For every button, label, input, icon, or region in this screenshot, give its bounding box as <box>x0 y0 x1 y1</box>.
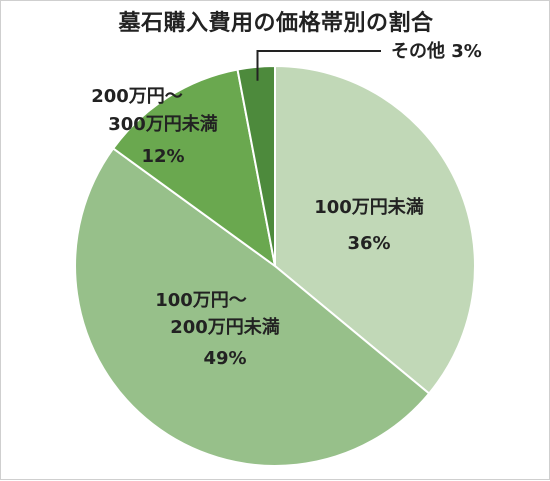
pie-label-2-line-1: 300万円未満 <box>108 113 218 135</box>
pie-label-1-line-0: 100万円～ <box>155 290 247 311</box>
pie-slice-2 <box>111 68 277 269</box>
pie-label-2-line-0: 200万円～ <box>91 86 183 107</box>
pie-slices <box>74 64 476 467</box>
pie-value-label-1: 49% <box>203 348 246 369</box>
pie-label-0-line-0: 100万円未満 <box>314 196 424 218</box>
pie-slice-3 <box>236 64 276 267</box>
pie-slice-0 <box>274 64 476 395</box>
pie-value-label-2: 12% <box>141 146 184 167</box>
pie-label-3: その他 3% <box>391 40 482 62</box>
chart-title: 墓石購入費用の価格帯別の割合 <box>118 11 434 36</box>
pie-label-1-line-1: 200万円未満 <box>170 316 280 338</box>
pie-slice-1 <box>74 147 431 467</box>
pie-labels: 100万円未満 36% 100万円～ 200万円未満 49% 200万円～ 300万円未満 1… <box>91 40 482 369</box>
pie-value-label-0: 36% <box>347 233 390 254</box>
pie-leader-line-3 <box>256 50 381 81</box>
